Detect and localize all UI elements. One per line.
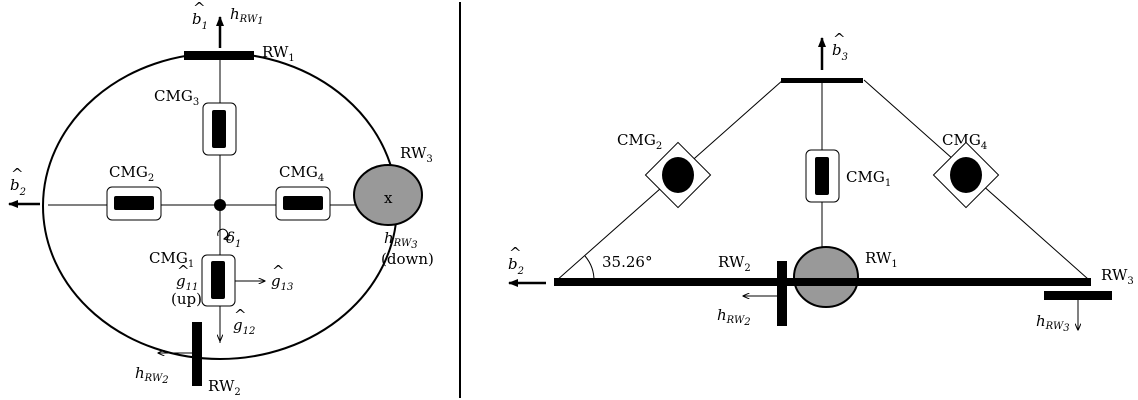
angle-label: 35.26° [602, 253, 652, 271]
h-rw1-label: hRW1 [230, 5, 264, 27]
cmg1-side-label: CMG1 [846, 168, 891, 189]
rw3-wheel-disc [353, 164, 423, 226]
base-bar [554, 278, 1091, 286]
g12-hat-mark: ^ [234, 306, 247, 324]
g11-up-label: (up) [171, 290, 202, 308]
rw1-side-label: RW1 [865, 249, 898, 270]
cmg4-side-label: CMG4 [942, 131, 987, 152]
rw3-down-label: (down) [381, 250, 434, 268]
g11-hat-mark: ^ [177, 262, 190, 280]
rw1-side-wheel-disc [793, 246, 859, 308]
g13-label: g13 [271, 272, 293, 293]
left-panel-top-view: b1 ^ hRW1 RW1 CMG3 CMG2 CMG4 x RW3 hRW3 … [8, 0, 434, 398]
cmg2-side-label: CMG2 [617, 131, 662, 152]
rw3-down-marker: x [384, 189, 393, 207]
rw3-side-label: RW3 [1101, 266, 1134, 287]
b2-side-axis-label: b2 [508, 255, 524, 277]
delta1-rotation-arrow [217, 228, 228, 239]
b3-hat-mark: ^ [833, 30, 846, 48]
g11-label: g11 [176, 272, 198, 293]
rw1-label: RW1 [262, 43, 295, 64]
cmg4-side-rotor [950, 157, 982, 193]
delta1-label: δ1 [226, 229, 241, 250]
b3-axis-label: b3 [832, 41, 848, 63]
rw3-label: RW3 [400, 144, 433, 165]
rw2-side-label: RW2 [718, 253, 751, 274]
cmg3-label: CMG3 [154, 87, 199, 108]
center-pivot-dot [214, 199, 226, 211]
h-rw3-side-label: hRW3 [1036, 312, 1070, 334]
rw2-wheel-bar [192, 322, 202, 386]
cmg2-rotor [114, 196, 154, 210]
b2-side-hat-mark: ^ [509, 244, 522, 262]
rw2-side-wheel-bar [777, 261, 787, 326]
cmg1-label: CMG1 [149, 249, 194, 270]
b2-axis-label: b2 [10, 176, 26, 198]
b1-hat-mark: ^ [193, 0, 206, 17]
angle-arc [584, 255, 595, 282]
right-panel-side-view: b3 ^ CMG2 CMG4 CMG1 b2 ^ 35.26° RW2 hRW2… [508, 30, 1134, 334]
rw3-side-wheel-bar [1044, 291, 1112, 300]
rw1-wheel-bar [184, 51, 254, 60]
cmg1-side-rotor [815, 157, 829, 195]
cmg2-label: CMG2 [109, 163, 154, 184]
b2-hat-mark: ^ [11, 165, 24, 183]
h-rw3-label: hRW3 [384, 229, 418, 251]
rw2-label: RW2 [208, 377, 241, 398]
h-rw2-side-label: hRW2 [717, 306, 751, 328]
cmg4-rotor [283, 196, 323, 210]
top-bar [781, 78, 863, 83]
cmg4-label: CMG4 [279, 163, 324, 184]
b1-axis-label: b1 [192, 10, 208, 32]
cmg1-rotor [211, 261, 225, 299]
g12-label: g12 [233, 316, 255, 337]
cmg2-side-rotor [662, 157, 694, 193]
h-rw2-label: hRW2 [135, 364, 169, 386]
g13-hat-mark: ^ [272, 262, 285, 280]
cmg3-rotor [212, 110, 226, 148]
